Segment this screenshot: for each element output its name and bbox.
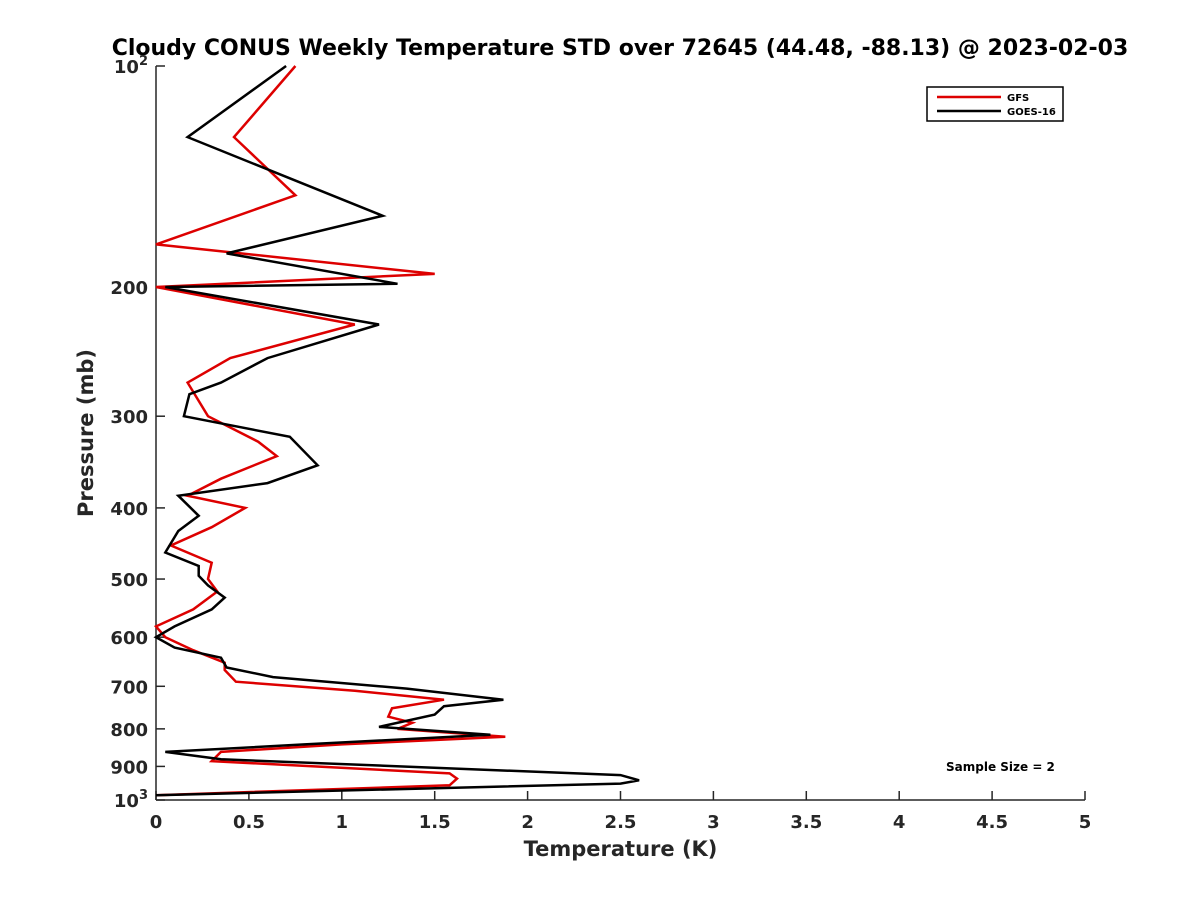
legend-label: GFS: [1007, 93, 1029, 104]
x-tick-label: 1.5: [419, 812, 451, 833]
legend: GFS GOES-16: [926, 86, 1064, 122]
y-axis-ticks: 102 200 300 400 500 600 700 800 900 103: [110, 54, 165, 812]
x-tick-label: 4: [893, 812, 906, 833]
y-tick-label: 102: [114, 54, 148, 78]
x-tick-label: 2: [521, 812, 534, 833]
chart-title: Cloudy CONUS Weekly Temperature STD over…: [112, 36, 1129, 61]
x-tick-label: 3: [707, 812, 720, 833]
legend-entries: GFS GOES-16: [937, 93, 1056, 118]
y-tick-label: 400: [110, 499, 148, 520]
x-axis-label: Temperature (K): [524, 837, 718, 861]
y-tick-label: 800: [110, 720, 148, 741]
series-line-gfs: [153, 65, 506, 797]
y-tick-label: 103: [114, 788, 148, 812]
x-tick-label: 5: [1079, 812, 1092, 833]
y-tick-label: 700: [110, 677, 148, 698]
x-axis-ticks: 0 0.5 1 1.5 2 2.5 3 3.5 4 4.5 5: [150, 791, 1092, 833]
x-tick-label: 3.5: [790, 812, 822, 833]
y-tick-label: 300: [110, 407, 148, 428]
x-tick-label: 2.5: [605, 812, 637, 833]
y-tick-label: 600: [110, 628, 148, 649]
series-line-goes-16: [153, 64, 640, 797]
legend-label: GOES-16: [1007, 107, 1056, 118]
series-lines: [153, 64, 640, 797]
plot-area: 0 0.5 1 1.5 2 2.5 3 3.5 4 4.5 5 102 200 300 400 500 600…: [110, 54, 1091, 833]
x-tick-label: 4.5: [976, 812, 1008, 833]
x-tick-label: 0.5: [233, 812, 265, 833]
y-tick-label: 200: [110, 278, 148, 299]
x-tick-label: 0: [150, 812, 163, 833]
y-tick-label: 500: [110, 570, 148, 591]
y-axis-label: Pressure (mb): [74, 349, 98, 517]
sample-size-annotation: Sample Size = 2: [946, 760, 1055, 774]
x-tick-label: 1: [336, 812, 349, 833]
legend-box: [926, 86, 1064, 122]
y-tick-label: 900: [110, 757, 148, 778]
